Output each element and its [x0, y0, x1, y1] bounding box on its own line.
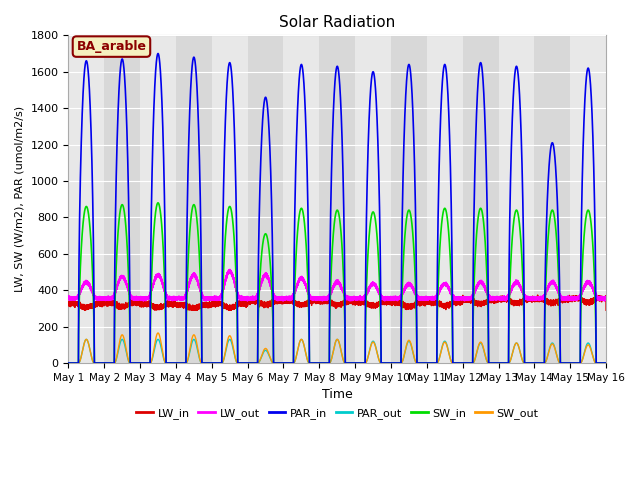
Line: SW_in: SW_in — [68, 203, 606, 363]
SW_in — [408, 219, 415, 225]
SW_out — [408, 344, 415, 349]
SW_in — [468, 360, 476, 366]
Bar — [212, 36, 248, 363]
SW_out — [504, 360, 512, 366]
LW_out — [497, 296, 504, 302]
LW_in — [408, 304, 415, 310]
Line: LW_out: LW_out — [68, 269, 606, 301]
Bar — [499, 36, 534, 363]
Bar — [104, 36, 140, 363]
Y-axis label: LW, SW (W/m2), PAR (umol/m2/s): LW, SW (W/m2), PAR (umol/m2/s) — [15, 106, 25, 292]
LW_in — [65, 300, 72, 306]
Text: BA_arable: BA_arable — [76, 40, 147, 53]
PAR_in — [497, 360, 504, 366]
PAR_in — [483, 203, 491, 209]
Line: PAR_in: PAR_in — [68, 54, 606, 363]
SW_in — [65, 360, 72, 366]
SW_out — [497, 360, 504, 366]
LW_in — [602, 307, 610, 313]
Legend: LW_in, LW_out, PAR_in, PAR_out, SW_in, SW_out: LW_in, LW_out, PAR_in, PAR_out, SW_in, S… — [132, 403, 543, 423]
Line: LW_in: LW_in — [68, 295, 606, 310]
SW_out — [65, 360, 72, 366]
LW_in — [497, 299, 504, 305]
PAR_out — [83, 336, 90, 342]
PAR_out — [504, 360, 512, 366]
Bar — [284, 36, 319, 363]
LW_out — [226, 266, 234, 272]
Bar — [140, 36, 176, 363]
PAR_in — [408, 84, 415, 90]
SW_in — [154, 200, 162, 206]
PAR_in — [154, 51, 162, 57]
Bar — [355, 36, 391, 363]
Line: SW_out: SW_out — [68, 333, 606, 363]
X-axis label: Time: Time — [322, 388, 353, 401]
PAR_out — [93, 360, 100, 366]
LW_out — [600, 298, 608, 304]
PAR_in — [468, 360, 476, 366]
Line: PAR_out: PAR_out — [68, 339, 606, 363]
LW_out — [483, 290, 491, 296]
PAR_in — [93, 360, 100, 366]
Bar — [248, 36, 284, 363]
Bar — [463, 36, 499, 363]
LW_in — [93, 300, 100, 306]
Bar — [570, 36, 606, 363]
SW_out — [154, 330, 162, 336]
PAR_out — [65, 360, 72, 366]
Title: Solar Radiation: Solar Radiation — [279, 15, 396, 30]
LW_in — [504, 296, 512, 302]
Bar — [68, 36, 104, 363]
SW_in — [483, 279, 491, 285]
LW_in — [81, 307, 88, 313]
PAR_in — [504, 360, 512, 366]
LW_out — [468, 292, 476, 298]
SW_in — [602, 360, 610, 366]
Bar — [176, 36, 212, 363]
Bar — [427, 36, 463, 363]
LW_out — [93, 295, 100, 301]
PAR_out — [497, 360, 504, 366]
PAR_out — [483, 359, 491, 364]
SW_out — [93, 360, 100, 366]
LW_in — [483, 300, 491, 306]
SW_out — [483, 359, 491, 364]
PAR_out — [468, 360, 476, 366]
SW_out — [602, 360, 610, 366]
LW_in — [468, 299, 476, 305]
PAR_out — [602, 360, 610, 366]
SW_in — [504, 360, 512, 366]
PAR_in — [65, 360, 72, 366]
LW_out — [408, 283, 415, 289]
Bar — [534, 36, 570, 363]
PAR_in — [602, 360, 610, 366]
SW_in — [93, 360, 100, 366]
Bar — [319, 36, 355, 363]
LW_in — [534, 292, 541, 298]
PAR_out — [408, 344, 415, 350]
LW_out — [504, 295, 512, 300]
LW_out — [602, 296, 610, 302]
SW_in — [497, 360, 504, 366]
Bar — [391, 36, 427, 363]
SW_out — [468, 360, 476, 366]
LW_out — [65, 297, 72, 302]
